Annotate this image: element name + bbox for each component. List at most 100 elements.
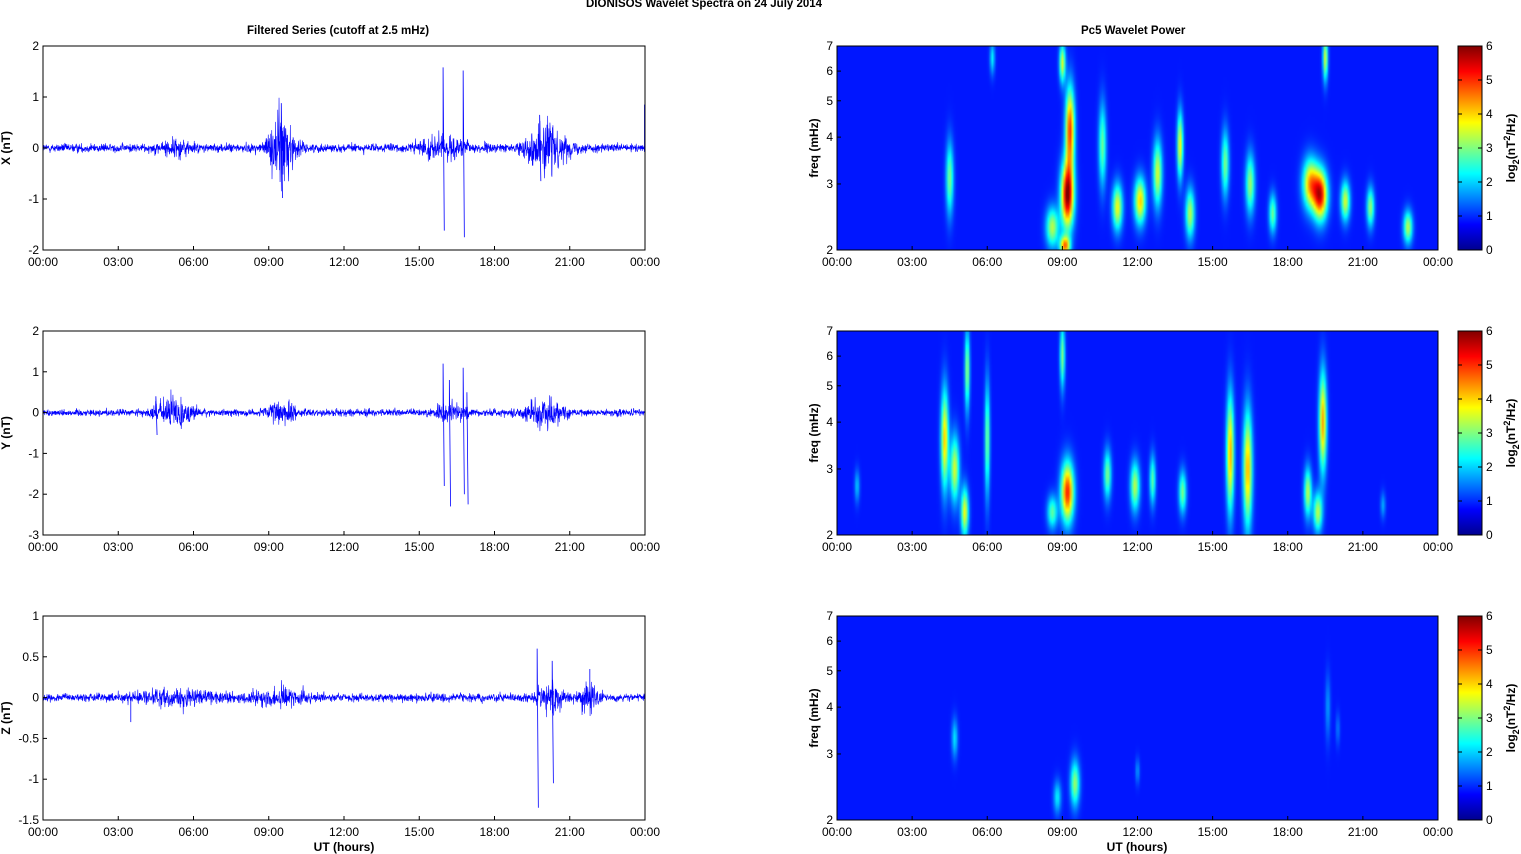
wavelet-image-x — [837, 46, 1438, 250]
colorbar-y: 0 1 2 3 4 5 6 log2(nT2/Hz) — [1457, 324, 1521, 542]
colorbar-z-tick-label-0: 0 — [1486, 813, 1493, 827]
wavelet-z-ytick-label-4: 6 — [826, 634, 833, 648]
colorbar-x-tick-label-0: 0 — [1486, 243, 1493, 257]
colorbar-z-tick-label-1: 1 — [1486, 779, 1493, 793]
series-frame-y — [42, 330, 646, 536]
wavelet-z-ytick-label-0: 2 — [826, 813, 833, 827]
colorbar-z-tick-label-3: 3 — [1486, 711, 1493, 725]
series-z-ytick-label-4: -1 — [28, 772, 39, 786]
series-x-xtick-label-2: 06:00 — [178, 255, 208, 269]
series-x-xtick-label-4: 12:00 — [329, 255, 359, 269]
series-y-ylabel: Y (nT) — [0, 416, 13, 450]
wavelet-y-ytick-label-1: 3 — [826, 462, 833, 476]
wavelet-z-xtick-label-7: 21:00 — [1348, 825, 1378, 839]
series-x-xtick-label-1: 03:00 — [103, 255, 133, 269]
series-z-ytick-label-0: 1 — [32, 609, 39, 623]
colorbar-z-tick-label-2: 2 — [1486, 745, 1493, 759]
wavelet-x-ytick-label-1: 3 — [826, 177, 833, 191]
colorbar-x-tick-label-6: 6 — [1486, 39, 1493, 53]
figure-title: DIONISOS Wavelet Spectra on 24 July 2014 — [586, 0, 823, 10]
series-z-xtick-label-8: 00:00 — [630, 825, 660, 839]
series-line-x — [43, 97, 645, 192]
series-y-xtick-label-7: 21:00 — [555, 540, 585, 554]
series-x-ytick-label-2: 0 — [32, 141, 39, 155]
series-spike-x-2 — [462, 70, 465, 238]
wavelet-y-xtick-label-2: 06:00 — [972, 540, 1002, 554]
wavelet-x-xtick-label-0: 00:00 — [822, 255, 852, 269]
wavelet-z-ytick-label-3: 5 — [826, 664, 833, 678]
wavelet-z-ytick-label-1: 3 — [826, 747, 833, 761]
wavelet-x-ylabel: freq (mHz) — [807, 118, 821, 177]
series-z-ytick-label-3: -0.5 — [18, 731, 39, 745]
wavelet-y-xtick-label-6: 18:00 — [1273, 540, 1303, 554]
colorbar-z-tick-label-6: 6 — [1486, 609, 1493, 623]
x-axis-label-right: UT (hours) — [1107, 840, 1168, 854]
wavelet-panel-y: 2 3 4 5 6 7 00:00 03:00 06:00 09:00 12:00 15:00 18:0… — [807, 324, 1521, 554]
wavelet-panel-z: 2 3 4 5 6 7 00:00 03:00 06:00 09:00 12:00 15:00 18:0… — [807, 609, 1521, 839]
series-spike-y-1 — [448, 379, 451, 507]
colorbar-y-label: log2(nT2/Hz) — [1502, 399, 1521, 468]
colorbar-z-label: log2(nT2/Hz) — [1502, 684, 1521, 753]
series-y-xtick-label-4: 12:00 — [329, 540, 359, 554]
series-z-xtick-label-5: 15:00 — [404, 825, 434, 839]
series-line-y — [43, 389, 645, 432]
series-z-xtick-label-1: 03:00 — [103, 825, 133, 839]
wavelet-z-xtick-label-3: 09:00 — [1047, 825, 1077, 839]
time-series-panels: 210-1-200:00 03:00 06:00 09:00 12:00 15:00 18:… — [0, 39, 660, 839]
series-x-xtick-label-5: 15:00 — [404, 255, 434, 269]
series-spike-y-3 — [466, 392, 469, 505]
series-z-ytick-label-1: 0.5 — [22, 650, 39, 664]
wavelet-x-xtick-label-2: 06:00 — [972, 255, 1002, 269]
series-spike-x-3 — [539, 114, 542, 182]
wavelet-panels: 2 3 4 5 6 7 00:00 03:00 06:00 09:00 12:00 15:00 18:0… — [807, 39, 1521, 839]
series-line-z — [43, 679, 645, 718]
series-x-ytick-label-4: -2 — [28, 243, 39, 257]
wavelet-x-ytick-label-2: 4 — [826, 130, 833, 144]
series-panel-y: 210-1-2-300:00 03:00 06:00 09:00 12:00 15:00 1… — [0, 324, 660, 554]
series-x-xtick-label-0: 00:00 — [28, 255, 58, 269]
series-x-xtick-label-6: 18:00 — [479, 255, 509, 269]
left-column-title: Filtered Series (cutoff at 2.5 mHz) — [247, 25, 430, 37]
series-y-xtick-label-5: 15:00 — [404, 540, 434, 554]
series-y-ytick-label-1: 1 — [32, 365, 39, 379]
colorbar-y-tick-label-1: 1 — [1486, 494, 1493, 508]
colorbar-y-tick-label-3: 3 — [1486, 426, 1493, 440]
wavelet-x-xtick-label-6: 18:00 — [1273, 255, 1303, 269]
wavelet-y-ytick-label-4: 6 — [826, 349, 833, 363]
wavelet-z-xtick-label-1: 03:00 — [897, 825, 927, 839]
wavelet-y-ylabel: freq (mHz) — [807, 403, 821, 462]
series-y-xtick-label-3: 09:00 — [254, 540, 284, 554]
series-spike-y-0 — [442, 363, 445, 487]
wavelet-z-xtick-label-5: 15:00 — [1198, 825, 1228, 839]
colorbar-y-tick-label-0: 0 — [1486, 528, 1493, 542]
colorbar-x-tick-label-5: 5 — [1486, 73, 1493, 87]
colorbar-x-tick-label-3: 3 — [1486, 141, 1493, 155]
series-x-xtick-label-7: 21:00 — [555, 255, 585, 269]
series-y-ytick-label-4: -2 — [28, 487, 39, 501]
series-z-xtick-label-3: 09:00 — [254, 825, 284, 839]
wavelet-x-ytick-label-4: 6 — [826, 64, 833, 78]
series-y-xtick-label-1: 03:00 — [103, 540, 133, 554]
series-y-xtick-label-0: 00:00 — [28, 540, 58, 554]
wavelet-x-ytick-label-0: 2 — [826, 243, 833, 257]
wavelet-y-ytick-label-3: 5 — [826, 379, 833, 393]
series-z-xtick-label-7: 21:00 — [555, 825, 585, 839]
series-y-xtick-label-6: 18:00 — [479, 540, 509, 554]
series-x-ytick-label-1: 1 — [32, 90, 39, 104]
colorbar-y-tick-label-5: 5 — [1486, 358, 1493, 372]
wavelet-y-xtick-label-5: 15:00 — [1198, 540, 1228, 554]
colorbar-z: 0 1 2 3 4 5 6 log2(nT2/Hz) — [1457, 609, 1521, 827]
wavelet-y-xtick-label-0: 00:00 — [822, 540, 852, 554]
wavelet-panel-x: 2 3 4 5 6 7 00:00 03:00 06:00 09:00 12:00 15:00 18:0… — [807, 39, 1521, 269]
colorbar-x-label: log2(nT2/Hz) — [1502, 114, 1521, 183]
colorbar-x-tick-label-4: 4 — [1486, 107, 1493, 121]
series-z-ytick-label-5: -1.5 — [18, 813, 39, 827]
series-panel-z: 10.50-0.5-1-1.500:00 03:00 06:00 09:00 12:00… — [0, 609, 660, 839]
right-column-title: Pc5 Wavelet Power — [1081, 25, 1186, 37]
wavelet-x-xtick-label-4: 12:00 — [1122, 255, 1152, 269]
colorbar-x-tick-label-2: 2 — [1486, 175, 1493, 189]
wavelet-z-ytick-label-5: 7 — [826, 609, 833, 623]
series-z-ytick-label-2: 0 — [32, 691, 39, 705]
series-y-xtick-label-2: 06:00 — [178, 540, 208, 554]
